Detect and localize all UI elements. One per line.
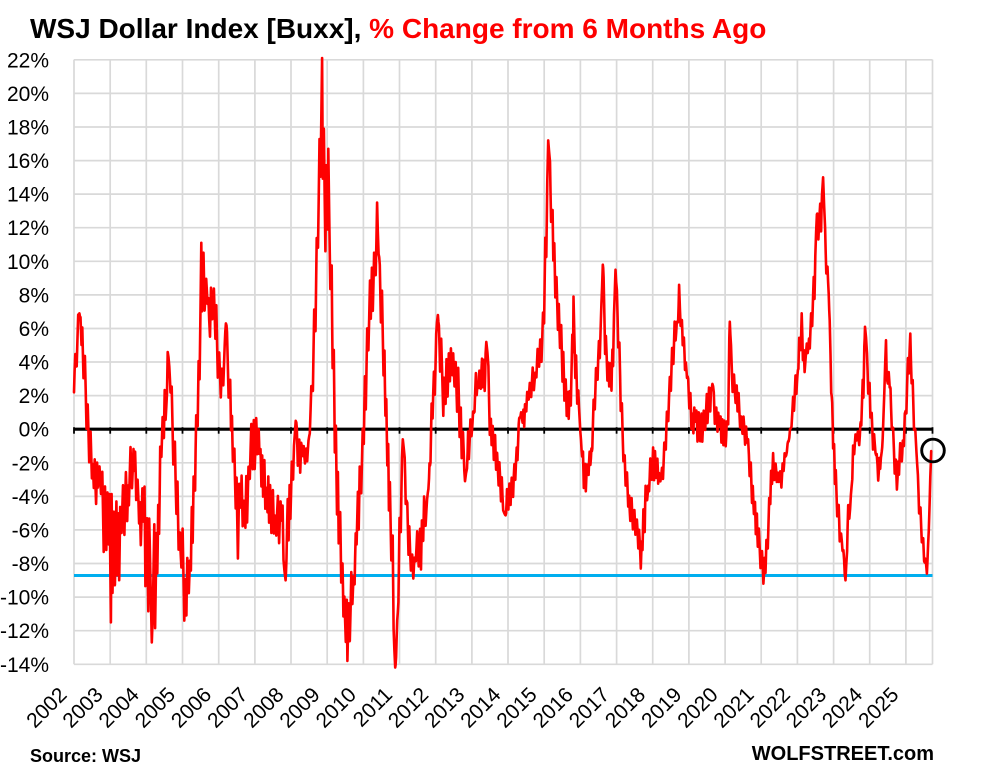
svg-text:0%: 0% xyxy=(19,419,49,442)
svg-text:WOLFSTREET.com: WOLFSTREET.com xyxy=(752,743,934,765)
svg-text:-4%: -4% xyxy=(12,486,49,509)
svg-text:22%: 22% xyxy=(7,49,49,72)
svg-text:18%: 18% xyxy=(7,117,49,140)
svg-text:WSJ Dollar Index [Buxx], % Cha: WSJ Dollar Index [Buxx], % Change from 6… xyxy=(30,13,766,44)
svg-text:-12%: -12% xyxy=(0,620,49,643)
svg-text:2%: 2% xyxy=(19,385,49,408)
svg-text:-14%: -14% xyxy=(0,654,49,677)
svg-text:-8%: -8% xyxy=(12,553,49,576)
svg-text:16%: 16% xyxy=(7,150,49,173)
svg-text:-6%: -6% xyxy=(12,519,49,542)
svg-text:8%: 8% xyxy=(19,284,49,307)
svg-text:6%: 6% xyxy=(19,318,49,341)
svg-text:10%: 10% xyxy=(7,251,49,274)
svg-text:12%: 12% xyxy=(7,217,49,240)
svg-text:20%: 20% xyxy=(7,83,49,106)
svg-text:Source: WSJ: Source: WSJ xyxy=(30,746,141,766)
svg-text:14%: 14% xyxy=(7,184,49,207)
svg-text:4%: 4% xyxy=(19,352,49,375)
svg-text:-2%: -2% xyxy=(12,452,49,475)
svg-text:-10%: -10% xyxy=(0,587,49,610)
